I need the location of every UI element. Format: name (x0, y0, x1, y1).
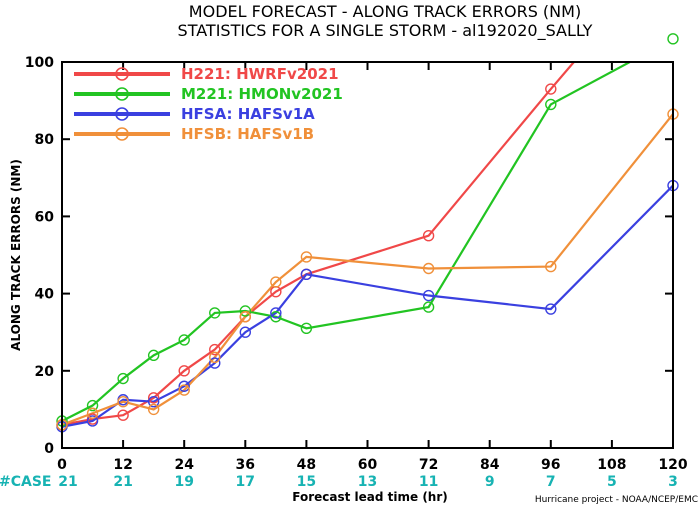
data-point (422, 301, 435, 313)
data-point (209, 351, 221, 363)
case-count-row: #CASE 21 21 19 17 15 13 11 9 7 5 3 (0, 474, 678, 490)
data-point (422, 229, 435, 242)
x-tick-labels: 0 12 24 36 48 60 72 84 96 108 120 (57, 457, 688, 473)
x-tick-label: 84 (480, 457, 500, 473)
y-axis-label: ALONG TRACK ERRORS (NM) (9, 159, 23, 351)
case-count: 3 (668, 474, 678, 490)
case-count: 21 (58, 474, 77, 490)
x-tick-label: 120 (658, 457, 687, 473)
data-point (209, 357, 221, 369)
chart-title-line2: STATISTICS FOR A SINGLE STORM - al192020… (178, 21, 593, 41)
data-point (239, 311, 252, 323)
data-point (270, 311, 282, 323)
x-axis-label: Forecast lead time (hr) (292, 490, 448, 504)
case-count: 21 (113, 474, 132, 490)
x-tick-label: 24 (174, 457, 194, 473)
data-point (300, 251, 313, 263)
data-point (178, 365, 190, 377)
data-point (545, 83, 557, 95)
y-tick-label: 40 (35, 287, 55, 303)
series-line (62, 113, 673, 426)
case-label: #CASE (0, 474, 52, 490)
y-tick-label: 100 (25, 55, 54, 71)
case-count: 15 (297, 474, 316, 490)
data-point (545, 260, 557, 273)
legend-swatch-marker (115, 127, 129, 141)
legend-label: HFSB: HAFSv1B (181, 125, 314, 143)
legend-swatch-marker (115, 107, 129, 121)
data-point (270, 307, 282, 319)
data-point (147, 392, 160, 404)
data-point (178, 380, 190, 392)
case-count: 17 (236, 474, 255, 490)
data-point (545, 98, 557, 111)
x-tick-label: 60 (358, 457, 378, 473)
data-point (147, 395, 160, 408)
x-tick-label: 72 (419, 457, 438, 473)
data-point (239, 305, 252, 317)
legend-label: H221: HWRFv2021 (181, 65, 339, 83)
data-point (147, 349, 160, 362)
x-tick-label: 96 (541, 457, 560, 473)
case-count: 7 (546, 474, 556, 490)
data-point (545, 303, 557, 315)
x-tick-label: 108 (597, 457, 626, 473)
data-point (300, 268, 313, 280)
data-point (270, 276, 282, 288)
x-tick-label: 48 (297, 457, 316, 473)
legend-swatch-marker (115, 87, 129, 101)
y-tick-label: 80 (35, 132, 55, 148)
data-point (667, 33, 679, 45)
data-point (239, 326, 252, 338)
data-point (422, 289, 435, 302)
data-point (86, 399, 99, 412)
legend-label: HFSA: HAFSv1A (181, 105, 315, 123)
data-point (117, 409, 129, 421)
data-point (178, 384, 190, 396)
data-point (209, 343, 221, 356)
data-point (300, 322, 313, 335)
chart-title-line1: MODEL FORECAST - ALONG TRACK ERRORS (NM) (189, 2, 581, 21)
case-count: 13 (358, 474, 377, 490)
case-count: 19 (174, 474, 193, 490)
plot-frame (61, 61, 674, 449)
y-tick-label: 60 (35, 209, 55, 225)
case-count: 11 (419, 474, 438, 490)
data-point (117, 372, 129, 385)
data-point (178, 334, 190, 346)
data-point (86, 407, 99, 419)
x-tick-label: 0 (57, 457, 67, 473)
legend-swatch-marker (115, 67, 129, 81)
data-point (209, 307, 221, 319)
y-tick-labels: 0 20 40 60 80 100 (25, 55, 54, 457)
legend-label: M221: HMONv2021 (181, 85, 343, 103)
data-point (86, 415, 99, 427)
y-tick-label: 20 (35, 364, 55, 380)
series-line (62, 62, 633, 422)
series-line (62, 184, 673, 428)
x-tick-label: 12 (113, 457, 132, 473)
credit-text: Hurricane project - NOAA/NCEP/EMC (535, 495, 698, 505)
data-point (147, 403, 160, 416)
y-tick-label: 0 (44, 441, 54, 457)
case-count: 9 (485, 474, 495, 490)
x-tick-label: 36 (236, 457, 255, 473)
data-point (117, 395, 129, 408)
legend: H221: HWRFv2021 M221: HMONv2021 HFSA: HAFS… (74, 65, 343, 143)
case-count: 5 (607, 474, 617, 490)
data-point (422, 262, 435, 275)
